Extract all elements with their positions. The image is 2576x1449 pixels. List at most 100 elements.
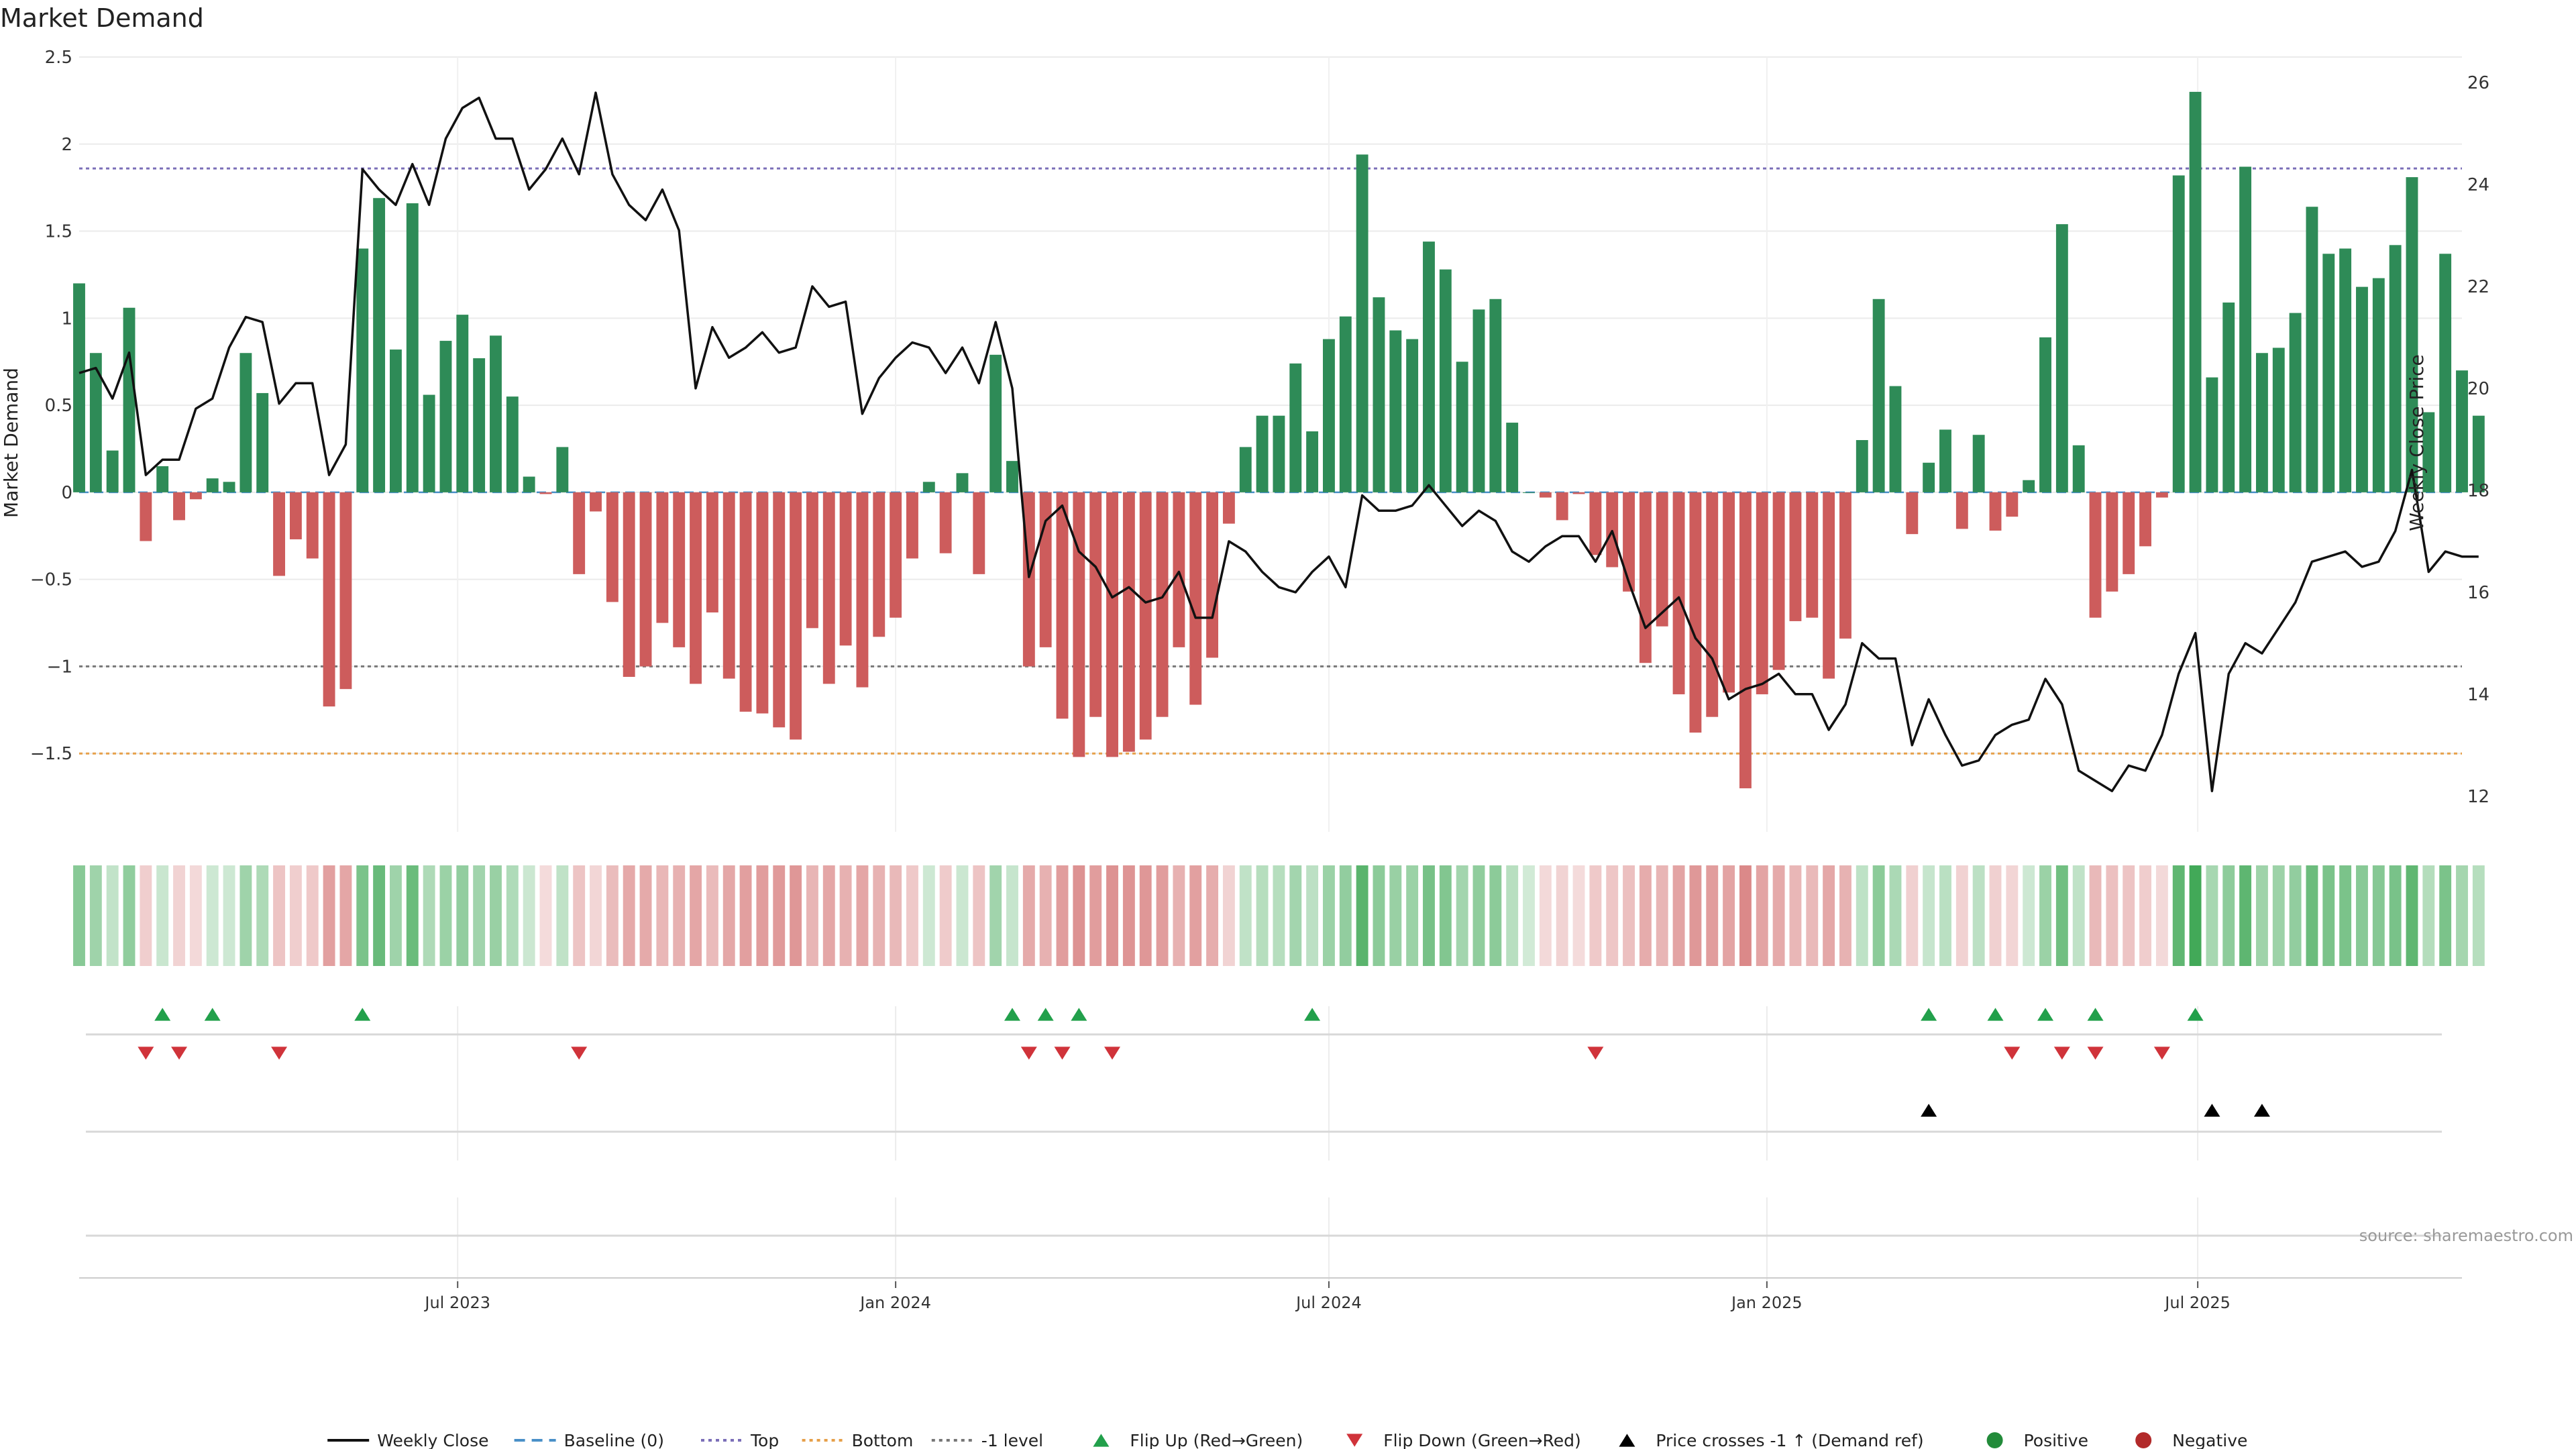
- demand-bar: [1339, 316, 1352, 492]
- y-tick-label: 2.5: [45, 48, 72, 68]
- demand-bar: [1439, 269, 1452, 492]
- heat-cell: [1189, 865, 1202, 966]
- demand-bar: [423, 394, 435, 492]
- heat-cell: [173, 865, 185, 966]
- weekly-close-series: [78, 91, 2479, 792]
- heat-cell: [189, 865, 202, 966]
- legend-label: Top: [750, 1431, 779, 1449]
- heat-cell: [73, 865, 85, 966]
- heat-cell: [1572, 865, 1585, 966]
- heat-cell: [356, 865, 369, 966]
- demand-bar: [1589, 492, 1602, 555]
- heat-cell: [1872, 865, 1885, 966]
- heat-cell: [2155, 865, 2168, 966]
- legend-label: Negative: [2172, 1431, 2247, 1449]
- demand-bars: [73, 91, 2485, 789]
- heat-cell: [839, 865, 852, 966]
- heat-cell: [1539, 865, 1552, 966]
- heat-cell: [639, 865, 652, 966]
- flip-up-marker: [2087, 1008, 2104, 1021]
- flip-up-marker: [2037, 1008, 2054, 1021]
- demand-bar: [1489, 299, 1502, 492]
- demand-bar: [2422, 412, 2435, 492]
- heat-cell: [506, 865, 519, 966]
- y-tick-label: −1.5: [30, 744, 72, 764]
- heat-cell: [2089, 865, 2102, 966]
- heat-cell: [1856, 865, 1868, 966]
- demand-bar: [1706, 492, 1719, 717]
- demand-bar: [939, 492, 952, 553]
- demand-bar: [523, 476, 535, 492]
- legend-item: Negative: [2135, 1431, 2247, 1449]
- demand-bar: [2055, 224, 2068, 492]
- heat-cell: [106, 865, 119, 966]
- y-tick-label: 0: [61, 483, 72, 503]
- legend-item: -1 level: [931, 1431, 1043, 1449]
- demand-bar: [1689, 492, 1702, 733]
- heat-cell: [2239, 865, 2252, 966]
- demand-bar: [1239, 447, 1252, 492]
- demand-bar: [1139, 492, 1152, 740]
- heat-cell: [2006, 865, 2019, 966]
- heat-cell: [1206, 865, 1219, 966]
- demand-bar: [1273, 415, 1285, 492]
- legend-swatch: [1346, 1434, 1363, 1447]
- heat-cell: [1756, 865, 1768, 966]
- heat-cell: [456, 865, 469, 966]
- weekly-close-line: [78, 91, 2479, 792]
- demand-bar: [1823, 492, 1835, 679]
- demand-bar: [2289, 313, 2302, 492]
- y-tick-label: 1: [61, 309, 72, 329]
- demand-bar: [1356, 154, 1368, 492]
- heat-cell: [756, 865, 769, 966]
- heat-cell: [2472, 865, 2485, 966]
- demand-bar: [922, 482, 935, 492]
- legend-item: Price crosses -1 ↑ (Demand ref): [1619, 1431, 1924, 1449]
- demand-bar: [822, 492, 835, 684]
- demand-bar: [2456, 370, 2468, 492]
- flip-down-marker: [171, 1046, 188, 1060]
- heat-cell: [989, 865, 1002, 966]
- heat-cell: [2172, 865, 2185, 966]
- heat-cell: [1373, 865, 1385, 966]
- demand-bar: [89, 353, 102, 492]
- demand-bar: [722, 492, 735, 679]
- demand-bar: [2439, 254, 2452, 492]
- x-tick-label: Jan 2025: [1730, 1293, 1803, 1312]
- demand-bar: [1056, 492, 1069, 719]
- heat-cell: [1222, 865, 1235, 966]
- demand-bar: [1322, 339, 1335, 492]
- flip-down-marker: [2087, 1046, 2104, 1060]
- demand-bar: [1506, 423, 1519, 492]
- y2-tick-label: 14: [2467, 685, 2489, 705]
- demand-bar: [373, 198, 386, 492]
- demand-bar: [2123, 492, 2135, 574]
- y-axis-left: 2.5 2 1.5 1 0.5 0 −0.5 −1 −1.5: [30, 48, 72, 764]
- heat-cell: [656, 865, 669, 966]
- demand-bar: [1906, 492, 1919, 535]
- demand-bar: [1289, 363, 1302, 492]
- flip-down-marker: [2053, 1046, 2070, 1060]
- heat-cell: [1739, 865, 1752, 966]
- demand-bar: [2106, 492, 2118, 592]
- demand-bar: [173, 492, 185, 521]
- demand-bar: [2272, 347, 2285, 492]
- demand-bar: [856, 492, 869, 688]
- demand-bar: [323, 492, 335, 707]
- demand-bar: [1556, 492, 1568, 521]
- heat-cell: [273, 865, 286, 966]
- demand-bar: [1723, 492, 1735, 693]
- flip-up-marker: [1987, 1008, 2004, 1021]
- demand-bar: [873, 492, 885, 637]
- heat-cell: [1939, 865, 1951, 966]
- demand-bar: [356, 248, 369, 492]
- heat-cell: [1322, 865, 1335, 966]
- demand-bar: [1839, 492, 1851, 639]
- heat-cell: [373, 865, 386, 966]
- flip-down-marker: [1587, 1046, 1604, 1060]
- demand-bar: [2039, 337, 2051, 492]
- heat-cell: [123, 865, 136, 966]
- legend-item: Flip Up (Red→Green): [1093, 1431, 1303, 1449]
- heat-cell: [573, 865, 586, 966]
- price-cross-marker: [2253, 1104, 2270, 1117]
